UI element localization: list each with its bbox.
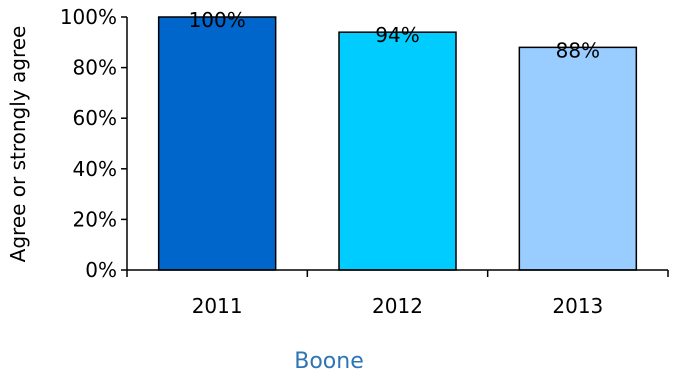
y-tick-label: 20% [73,207,117,231]
x-axis-title: Boone [294,349,364,374]
y-tick-label: 100% [60,5,117,29]
data-label-2013: 88% [556,38,600,62]
x-tick-label-2011: 2011 [192,294,243,318]
bar-2012 [338,31,457,271]
y-tick-label: 60% [73,106,117,130]
x-tick-label-2012: 2012 [372,294,423,318]
data-label-2012: 94% [375,23,419,47]
x-tick-label-2013: 2013 [552,294,603,318]
bar-2011 [157,16,277,271]
y-axis-title: Agree or strongly agree [6,26,30,263]
axes [121,16,669,277]
bar-2013 [518,46,638,271]
y-tick-label: 40% [73,157,117,181]
y-tick-label: 0% [85,258,117,282]
y-tick-label: 80% [73,56,117,80]
bars [157,16,638,271]
data-label-2011: 100% [189,8,246,32]
labels: 100% 94% 88% 0% 20% 40% 60% 80% 100% 2011 2012 2013 [60,5,603,318]
